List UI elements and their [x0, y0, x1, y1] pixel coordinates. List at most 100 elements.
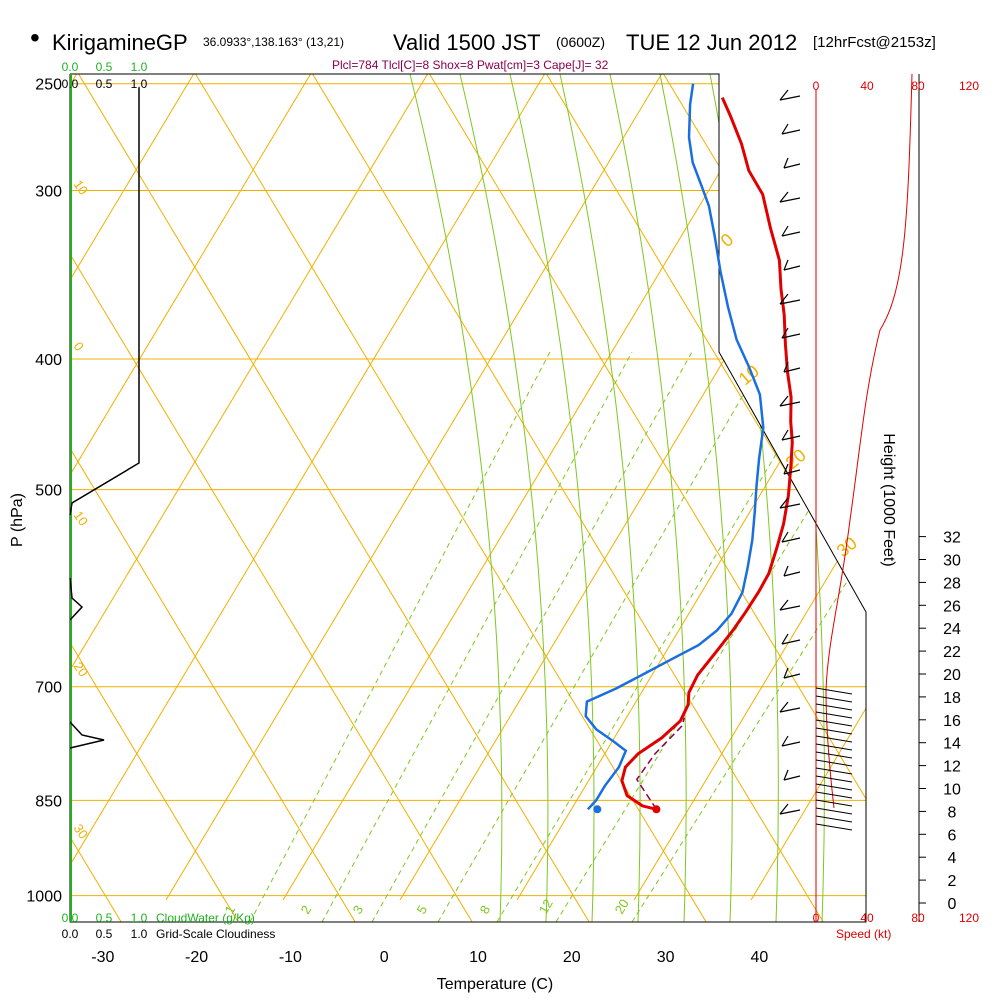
cloudiness-profile-low — [69, 721, 105, 749]
wind-barb — [783, 775, 801, 781]
isotherm-line — [516, 74, 866, 901]
plot-area — [70, 0, 1000, 930]
speed-tick-top: 40 — [860, 79, 874, 93]
wind-barb-flag — [779, 497, 789, 509]
temperature-tick-label: 30 — [657, 949, 675, 966]
wind-barb-low — [815, 735, 853, 743]
dry-adiabat-line — [384, 74, 866, 922]
pressure-tick-label: 1000 — [26, 889, 62, 906]
valid-date: TUE 12 Jun 2012 — [626, 30, 798, 55]
wind-barb-flag — [781, 735, 789, 747]
wind-barb — [783, 571, 801, 577]
wind-barb — [779, 299, 801, 305]
temperature-tick-label: 0 — [380, 949, 389, 966]
wind-barb — [779, 809, 801, 815]
station-name: KirigamineGP — [52, 30, 188, 55]
wind-barb-flag — [781, 531, 789, 543]
isotherm-line — [70, 74, 356, 901]
dry-adiabat-line — [70, 74, 361, 922]
dry-adiabat-label: 10 — [71, 177, 92, 197]
cloudiness-scale-label: Grid-Scale Cloudiness — [156, 927, 275, 941]
wind-barb — [779, 95, 801, 101]
mixing-ratio-line — [321, 351, 633, 922]
speed-tick-top: 0 — [813, 79, 820, 93]
height-tick-label: 30 — [943, 553, 961, 570]
wind-barb-flag — [781, 633, 789, 645]
wind-barb — [783, 367, 801, 373]
height-tick-label: 20 — [943, 667, 961, 684]
wind-barb-flag — [783, 769, 789, 781]
y-axis-label: P (hPa) — [9, 493, 26, 547]
speed-tick-bottom: 40 — [860, 911, 874, 925]
cloudiness-tick-top: 0.5 — [96, 77, 113, 91]
cloudwater-tick-top: 0.5 — [96, 60, 113, 74]
moist-adiabat-line — [409, 74, 503, 922]
temperature-tick-label: -20 — [185, 949, 208, 966]
temperature-tick-label: -10 — [279, 949, 302, 966]
cloudiness-profile — [69, 88, 140, 516]
dry-adiabat-line — [970, 0, 1000, 930]
mixing-ratio-label: 12 — [536, 896, 556, 916]
dry-adiabat-line — [618, 74, 866, 922]
height-tick-label: 22 — [943, 644, 961, 661]
wind-barb-flag — [783, 361, 789, 373]
wind-barb-flag — [779, 803, 789, 815]
wind-barb-low — [815, 807, 853, 815]
mixing-ratio-line — [437, 351, 769, 922]
mixing-ratio-label: 5 — [414, 903, 431, 917]
pressure-tick-label: 500 — [35, 483, 62, 500]
wind-barb-flag — [783, 565, 789, 577]
speed-tick-bottom: 80 — [911, 911, 925, 925]
sounding-indices: Plcl=784 Tlcl[C]=8 Shox=8 Pwat[cm]=3 Cap… — [332, 58, 609, 72]
dry-adiabat-line — [501, 74, 866, 922]
wind-barb-flag — [779, 89, 789, 101]
surface-dewpoint-marker — [593, 805, 602, 814]
wind-barb-low — [815, 743, 853, 751]
height-tick-label: 16 — [943, 713, 961, 730]
wind-barb — [783, 163, 801, 169]
isotherm-line — [282, 74, 824, 901]
dry-adiabat-line — [150, 74, 712, 922]
cloudwater-tick-bottom: 0.5 — [96, 911, 113, 925]
wind-barb-low — [815, 719, 853, 727]
wind-barb-low — [815, 775, 853, 783]
isotherm-line — [70, 74, 590, 901]
wind-barb — [781, 333, 801, 339]
wind-barb-low — [815, 823, 853, 831]
moist-adiabat-line — [559, 74, 641, 922]
zulu-time: (0600Z) — [556, 34, 606, 50]
speed-tick-bottom: 120 — [959, 911, 979, 925]
cloudiness-tick-bottom: 0.0 — [62, 927, 79, 941]
parcel-trace — [635, 717, 685, 810]
wind-barb-flag — [779, 701, 789, 713]
cloudwater-tick-bottom: 1.0 — [131, 911, 148, 925]
dry-adiabat-line — [852, 74, 866, 922]
wind-barb — [779, 503, 801, 509]
isotherm-line — [165, 74, 707, 901]
wind-barb — [781, 639, 801, 645]
wind-barb-low — [815, 791, 853, 799]
wind-speed-profile — [825, 73, 913, 809]
cloudiness-tick-bottom: 1.0 — [131, 927, 148, 941]
wind-barb-flag — [781, 123, 789, 135]
mixing-ratio-line — [249, 351, 551, 922]
wind-barb — [781, 435, 801, 441]
wind-barb-low — [815, 695, 853, 703]
surface-temperature-marker — [652, 805, 661, 814]
temperature-tick-label: 40 — [751, 949, 769, 966]
speed-tick-top: 120 — [959, 79, 979, 93]
moist-adiabat-label: 0 — [717, 229, 738, 251]
wind-barb-flag — [781, 327, 789, 339]
wind-barb-flag — [779, 599, 789, 611]
temperature-profile — [620, 96, 794, 811]
wind-barb-flag — [783, 667, 789, 679]
wind-barb — [779, 605, 801, 611]
mixing-ratio-line — [631, 351, 866, 922]
wind-barb-flag — [783, 259, 789, 271]
isotherm-line — [985, 0, 1000, 900]
wind-barb-flag — [781, 225, 789, 237]
station-bullet: • — [30, 22, 40, 53]
wind-barb-flag — [783, 157, 789, 169]
height-tick-label: 28 — [943, 575, 961, 592]
mixing-ratio-label: 20 — [612, 896, 632, 916]
